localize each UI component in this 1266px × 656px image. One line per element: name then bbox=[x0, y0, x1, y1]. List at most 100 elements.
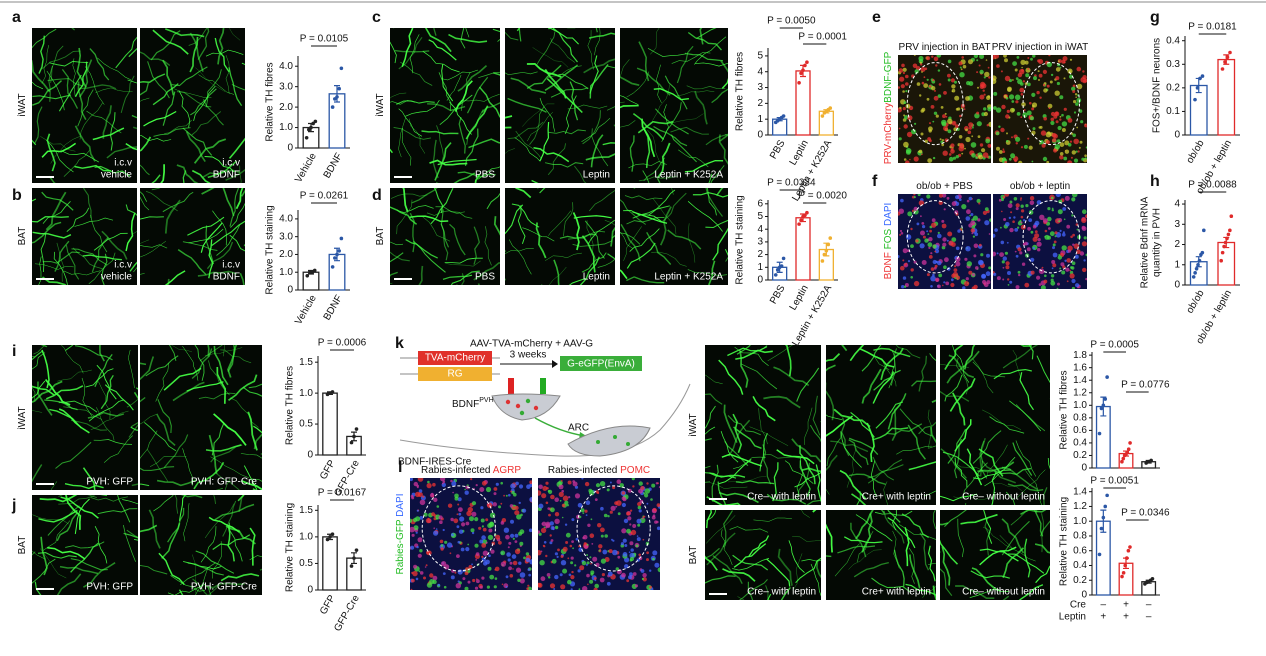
image-texture bbox=[222, 188, 235, 217]
image-texture bbox=[792, 536, 821, 542]
micrograph bbox=[390, 28, 500, 183]
data-point bbox=[781, 114, 786, 118]
y-tick-label: 0.5 bbox=[299, 419, 313, 430]
image-texture bbox=[944, 510, 967, 528]
image-texture bbox=[1043, 116, 1047, 121]
image-texture bbox=[140, 524, 158, 533]
image-texture bbox=[477, 283, 480, 285]
image-texture bbox=[826, 431, 842, 467]
image-texture bbox=[155, 362, 170, 402]
image-texture bbox=[661, 192, 687, 223]
image-texture bbox=[249, 527, 256, 566]
image-texture bbox=[711, 88, 728, 104]
image-texture bbox=[599, 481, 606, 487]
image-texture bbox=[964, 257, 968, 261]
image-texture bbox=[1079, 140, 1083, 144]
image-texture bbox=[42, 251, 80, 264]
image-texture bbox=[898, 255, 900, 258]
image-texture bbox=[63, 270, 101, 276]
data-point bbox=[1101, 515, 1106, 520]
image-texture bbox=[620, 542, 625, 546]
image-texture bbox=[543, 526, 546, 529]
image-texture bbox=[931, 86, 936, 91]
image-texture bbox=[926, 56, 931, 61]
data-point bbox=[1222, 244, 1226, 249]
image-texture bbox=[205, 225, 215, 265]
image-texture bbox=[904, 263, 907, 267]
image-texture bbox=[109, 112, 116, 151]
image-texture bbox=[214, 503, 255, 521]
image-texture bbox=[426, 582, 433, 588]
image-texture bbox=[902, 67, 907, 72]
image-texture bbox=[918, 355, 928, 392]
image-texture bbox=[706, 188, 717, 216]
image-texture bbox=[152, 29, 189, 55]
image-texture bbox=[1006, 109, 1010, 113]
image-texture bbox=[604, 219, 615, 226]
image-texture bbox=[126, 398, 138, 408]
image-texture bbox=[574, 564, 577, 567]
micrograph bbox=[505, 28, 615, 183]
image-texture bbox=[1051, 209, 1055, 212]
image-texture bbox=[231, 84, 245, 91]
image-texture bbox=[507, 97, 547, 113]
image-texture bbox=[421, 130, 459, 135]
image-texture bbox=[401, 28, 414, 67]
error-bar bbox=[1100, 509, 1107, 533]
image-texture bbox=[629, 228, 660, 252]
image-texture bbox=[1015, 136, 1021, 142]
image-texture bbox=[610, 226, 615, 247]
image-texture bbox=[570, 556, 574, 560]
image-texture bbox=[545, 481, 549, 485]
micrograph bbox=[32, 345, 138, 490]
image-texture bbox=[1002, 345, 1039, 369]
image-texture bbox=[927, 233, 930, 236]
image-texture bbox=[955, 275, 961, 280]
image-texture bbox=[390, 92, 407, 99]
y-tick-label: 1.4 bbox=[1073, 486, 1087, 497]
image-texture bbox=[638, 488, 643, 494]
image-texture bbox=[628, 575, 632, 580]
data-point bbox=[801, 68, 805, 72]
image-texture bbox=[976, 111, 980, 115]
image-texture bbox=[163, 434, 189, 468]
image-texture bbox=[971, 273, 976, 277]
image-texture bbox=[980, 253, 984, 257]
image-texture bbox=[972, 126, 974, 129]
image-texture bbox=[883, 481, 888, 505]
image-texture bbox=[1050, 117, 1055, 122]
micrograph bbox=[620, 188, 728, 285]
image-texture bbox=[486, 502, 493, 509]
image-texture bbox=[1039, 520, 1050, 537]
image-caption: Cre+ with leptin bbox=[862, 587, 931, 598]
image-texture bbox=[943, 281, 946, 284]
construct-box bbox=[418, 351, 492, 365]
image-texture bbox=[478, 86, 500, 118]
image-texture bbox=[424, 566, 427, 568]
image-texture bbox=[512, 537, 515, 540]
image-texture bbox=[32, 350, 44, 361]
image-texture bbox=[511, 554, 517, 559]
image-texture bbox=[562, 568, 568, 574]
image-texture bbox=[855, 514, 893, 542]
image-texture bbox=[1056, 139, 1061, 143]
y-tick-label: 4 bbox=[1174, 199, 1180, 210]
image-texture bbox=[418, 570, 421, 573]
image-texture bbox=[1003, 55, 1007, 58]
image-texture bbox=[127, 79, 137, 84]
image-texture bbox=[932, 510, 936, 529]
image-texture bbox=[965, 128, 968, 132]
micrograph bbox=[705, 345, 821, 505]
image-texture bbox=[63, 150, 90, 177]
image-texture bbox=[612, 485, 616, 490]
image-texture bbox=[90, 410, 129, 431]
image-texture bbox=[50, 135, 81, 164]
image-texture bbox=[920, 63, 923, 66]
image-texture bbox=[410, 526, 415, 533]
image-texture bbox=[95, 87, 133, 94]
image-caption: Cre+ with leptin bbox=[862, 492, 931, 503]
image-texture bbox=[938, 83, 942, 86]
image-texture bbox=[609, 510, 613, 514]
image-texture bbox=[1063, 77, 1066, 80]
image-texture bbox=[1034, 230, 1038, 234]
